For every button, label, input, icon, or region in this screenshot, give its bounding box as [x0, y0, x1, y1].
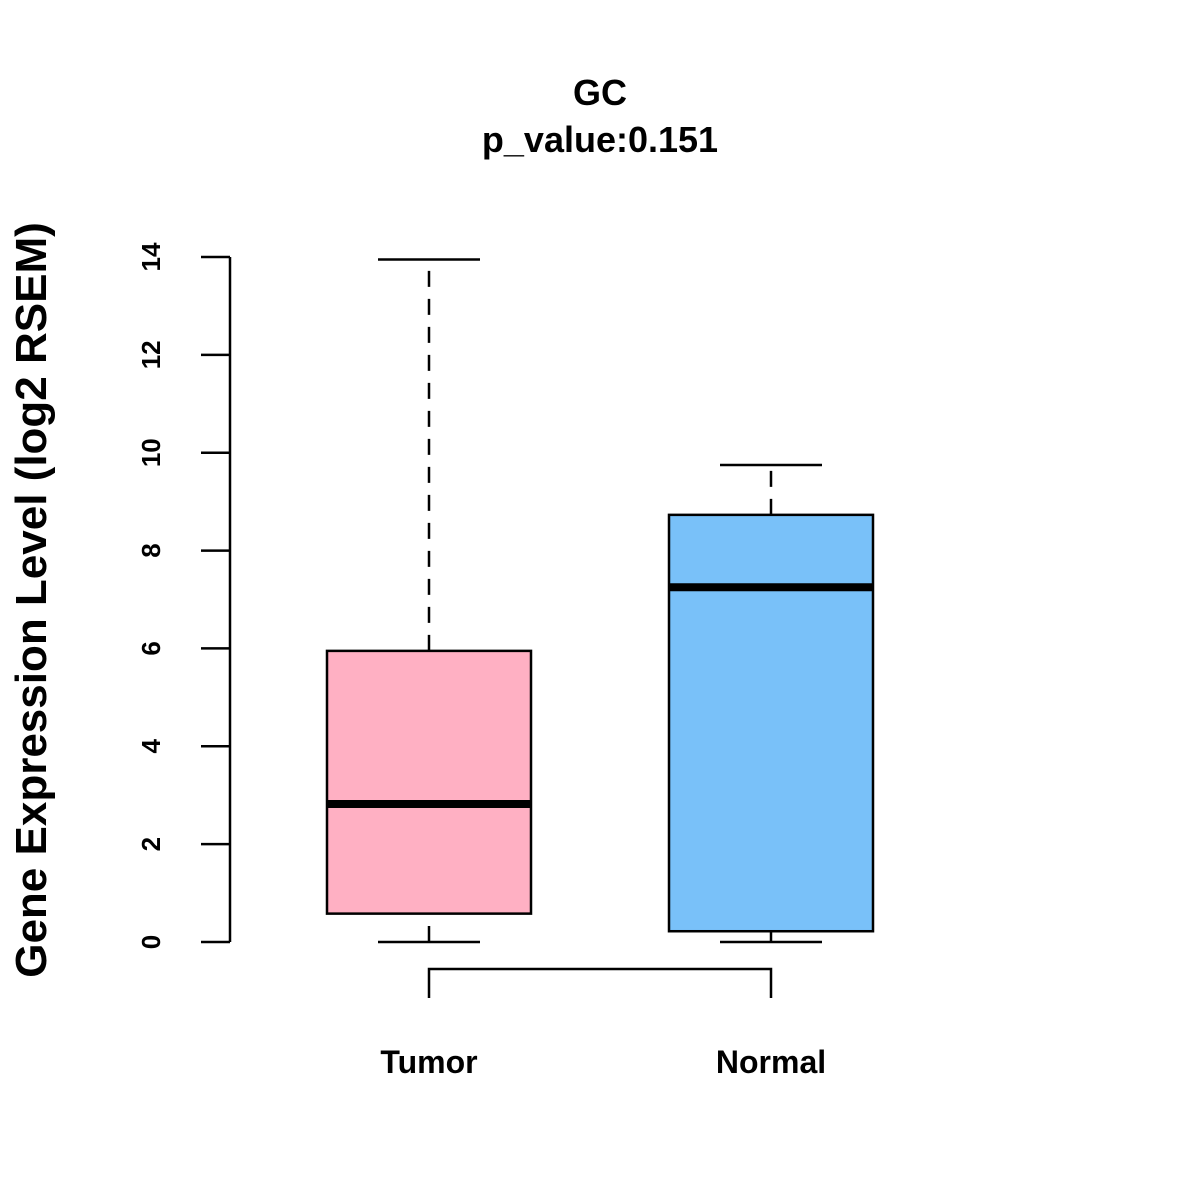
x-axis-labels: Tumor Normal	[380, 1044, 826, 1080]
chart-title: GC	[573, 72, 627, 113]
comparison-bracket	[427, 967, 773, 998]
y-tick-label-8: 8	[136, 543, 166, 557]
boxes	[325, 258, 875, 944]
y-tick-label-2: 2	[136, 837, 166, 851]
y-axis-label: Gene Expression Level (log2 RSEM)	[7, 222, 56, 978]
y-tick-label-12: 12	[136, 340, 166, 369]
y-tick-label-14: 14	[136, 242, 166, 271]
tumor-box	[325, 649, 533, 915]
y-tick-label-4: 4	[136, 739, 166, 754]
box-normal	[667, 463, 875, 944]
bracket-line	[427, 967, 773, 998]
y-tick-label-0: 0	[136, 935, 166, 949]
y-tick-label-6: 6	[136, 641, 166, 655]
normal-box	[667, 513, 875, 933]
y-tick-label-10: 10	[136, 438, 166, 467]
y-axis: 0 2 4 6 8 10 12 14	[136, 242, 232, 949]
box-tumor	[325, 258, 533, 944]
chart-subtitle: p_value:0.151	[482, 119, 718, 160]
x-label-normal: Normal	[716, 1044, 826, 1080]
x-label-tumor: Tumor	[380, 1044, 477, 1080]
